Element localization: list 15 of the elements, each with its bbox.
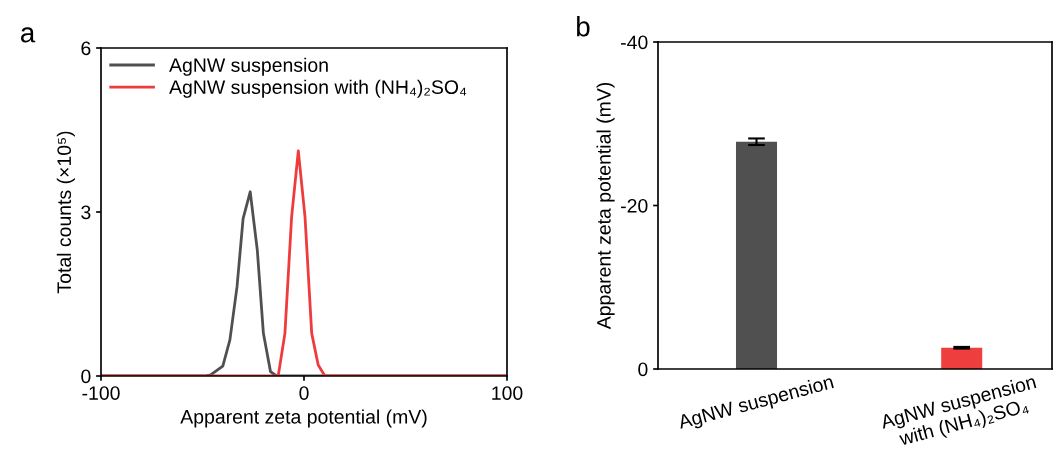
x-tick-label: 100: [492, 386, 523, 400]
y-tick-label: -40: [621, 35, 648, 50]
x-tick-label: 0: [299, 386, 309, 400]
legend-label: AgNW suspension with (NH₄)₂SO₄: [169, 79, 467, 98]
y-tick-label: 6: [81, 41, 91, 56]
chart-title: b: [577, 16, 590, 37]
x-axis-title: Apparent zeta potential (mV): [180, 409, 427, 428]
x-tick-label: -100: [82, 386, 120, 400]
chart-title: a: [20, 27, 36, 43]
y-tick-label: -20: [621, 198, 648, 213]
y-tick-label: 0: [638, 362, 648, 377]
y-axis-title: Total counts (×10⁵): [56, 131, 75, 294]
y-axis-title: Apparent zeta potential (mV): [596, 82, 615, 330]
y-tick-label: 3: [81, 205, 91, 220]
legend-label: AgNW suspension: [169, 57, 328, 76]
